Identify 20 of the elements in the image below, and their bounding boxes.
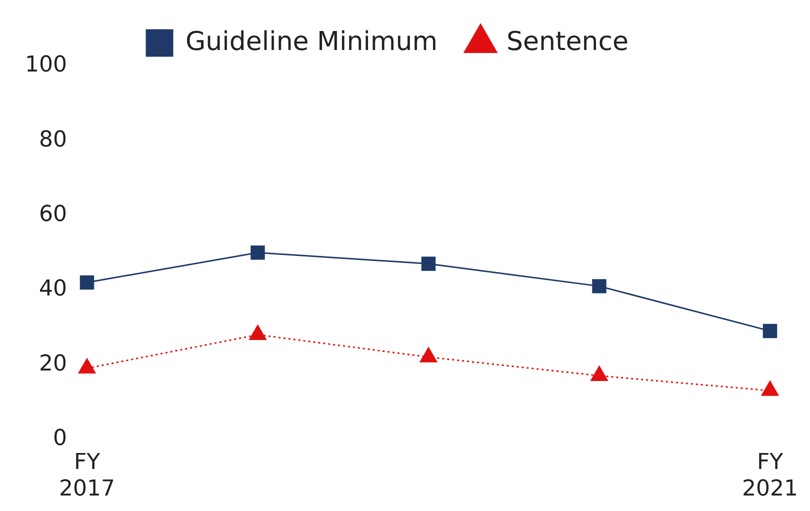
point xyxy=(761,380,779,396)
point xyxy=(762,324,778,338)
legend-label: Sentence xyxy=(506,26,628,57)
point xyxy=(80,275,94,290)
x-tick-label: FY 2017 xyxy=(58,450,115,502)
point xyxy=(420,347,438,362)
point xyxy=(421,256,436,271)
point xyxy=(590,366,608,382)
y-tick-label: 20 xyxy=(38,351,67,376)
point xyxy=(592,279,606,294)
legend-label: Guideline Minimum xyxy=(186,26,438,57)
point xyxy=(78,358,96,374)
y-tick-label: 100 xyxy=(24,52,67,78)
y-tick-label: 60 xyxy=(38,202,67,227)
y-tick-label: 0 xyxy=(52,426,67,451)
x-tick-label: FY 2021 xyxy=(742,450,798,502)
point xyxy=(249,324,266,340)
point xyxy=(250,245,265,260)
y-tick-label: 80 xyxy=(38,127,67,152)
y-tick-label: 40 xyxy=(38,276,67,302)
